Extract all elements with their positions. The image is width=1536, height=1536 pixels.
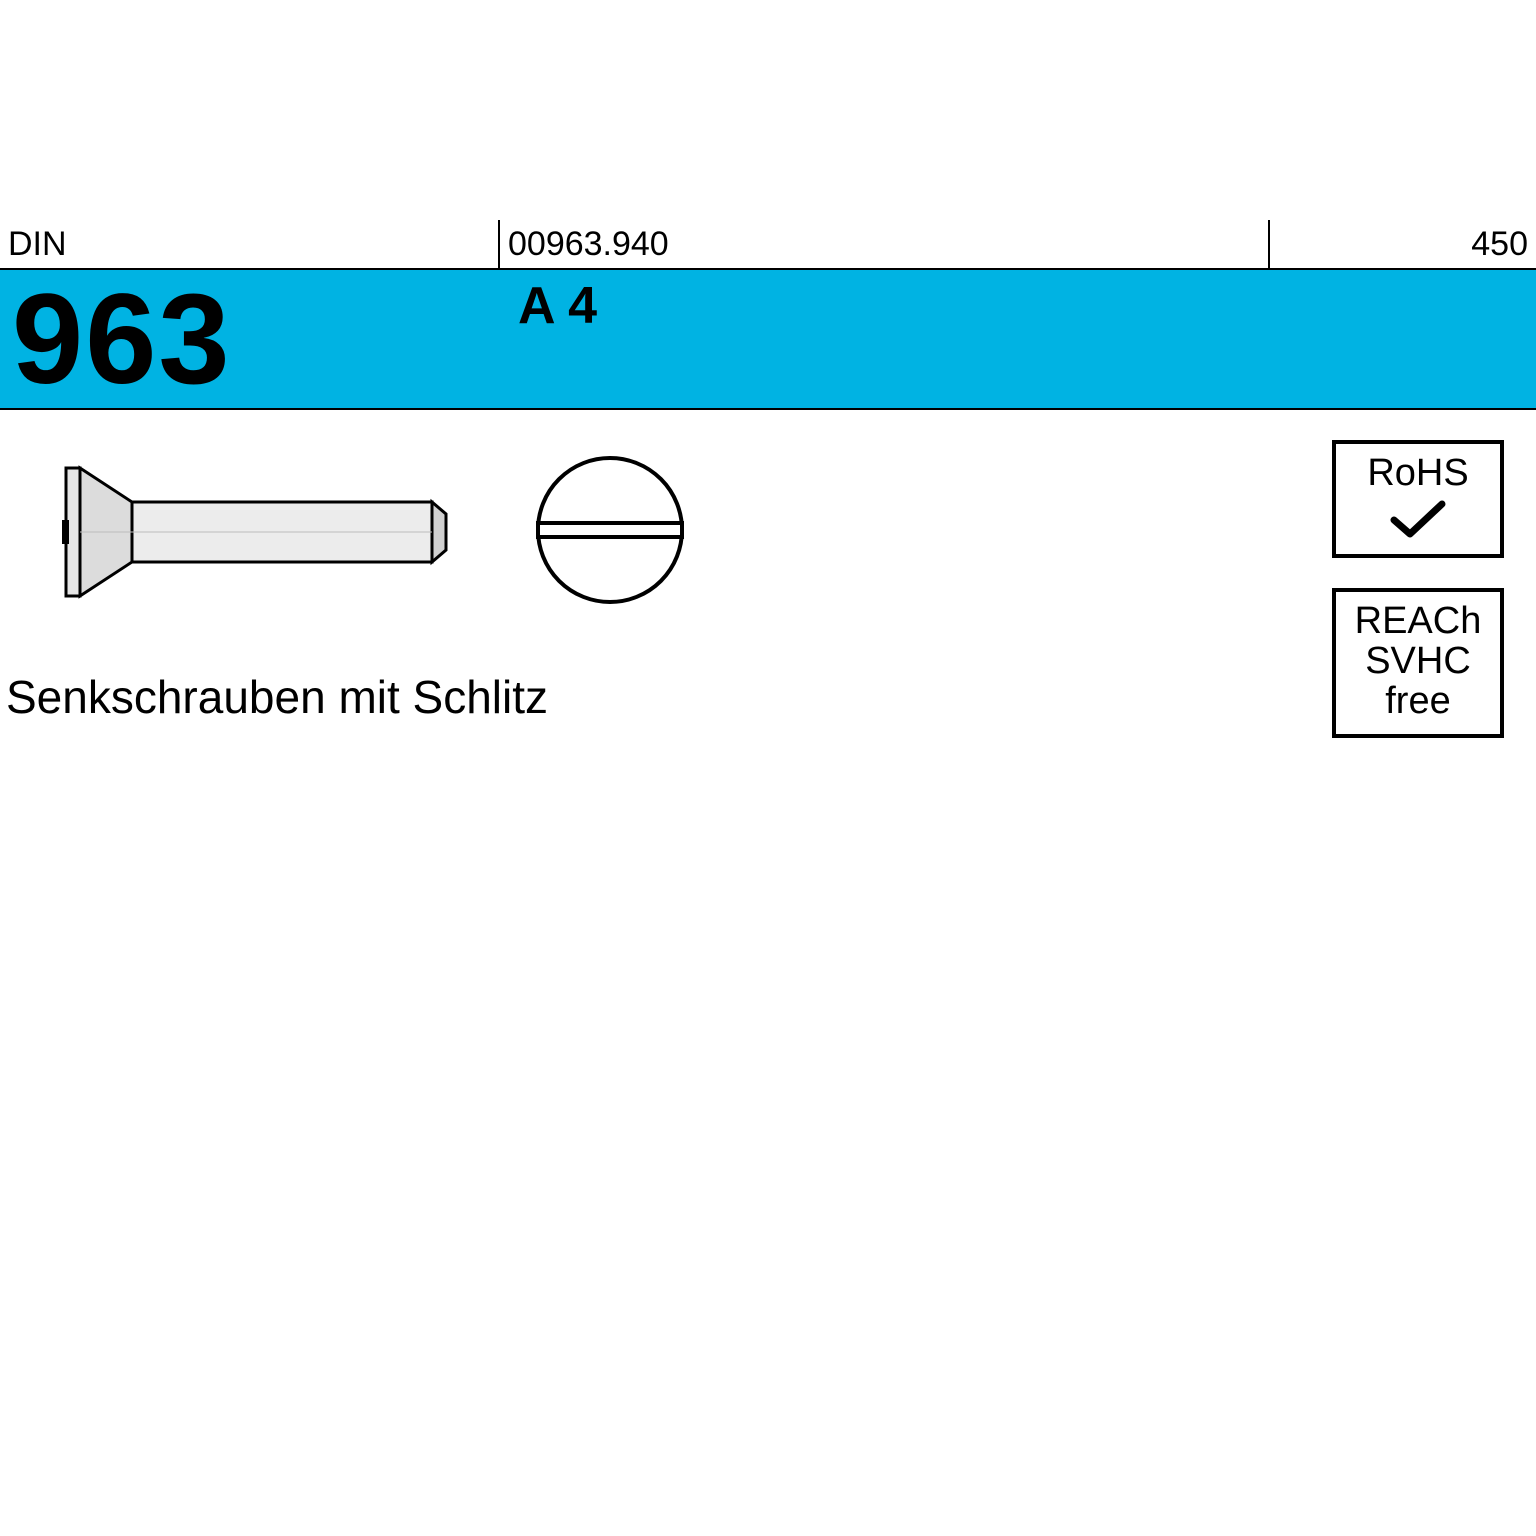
checkmark-icon [1388, 498, 1448, 542]
screw-side-view [62, 462, 462, 607]
article-code: 00963.940 [508, 225, 669, 264]
din-number: 963 [12, 266, 232, 413]
content-area: DIN 00963.940 450 963 A 4 [0, 220, 1536, 724]
rohs-badge: RoHS [1332, 440, 1504, 558]
rohs-label: RoHS [1336, 454, 1500, 494]
ref-number: 450 [1471, 225, 1528, 264]
din-number-cell: 963 [0, 270, 500, 408]
title-band: 963 A 4 [0, 270, 1536, 410]
header-row: DIN 00963.940 450 [0, 220, 1536, 270]
compliance-badges: RoHS REACh SVHC free [1332, 440, 1522, 768]
reach-label-2: SVHC [1336, 642, 1500, 682]
reach-label-1: REACh [1336, 602, 1500, 642]
illustration-row: RoHS REACh SVHC free [0, 410, 1536, 630]
material-grade: A 4 [518, 276, 597, 336]
header-ref: 450 [1270, 220, 1536, 268]
standard-label: DIN [8, 225, 67, 264]
reach-label-3: free [1336, 682, 1500, 722]
material-cell: A 4 [500, 270, 1536, 408]
product-description: Senkschrauben mit Schlitz [0, 670, 1536, 724]
header-article: 00963.940 [500, 220, 1270, 268]
screw-front-view [530, 450, 690, 615]
header-standard: DIN [0, 220, 500, 268]
product-datasheet: DIN 00963.940 450 963 A 4 [0, 0, 1536, 1536]
reach-badge: REACh SVHC free [1332, 588, 1504, 738]
